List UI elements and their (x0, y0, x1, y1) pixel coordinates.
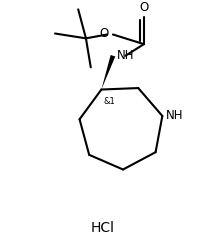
Text: O: O (99, 27, 109, 40)
Text: &1: &1 (103, 97, 114, 106)
Polygon shape (101, 55, 115, 89)
Text: NH: NH (116, 49, 134, 62)
Text: NH: NH (165, 109, 183, 122)
Text: O: O (139, 1, 148, 14)
Text: HCl: HCl (91, 221, 114, 235)
